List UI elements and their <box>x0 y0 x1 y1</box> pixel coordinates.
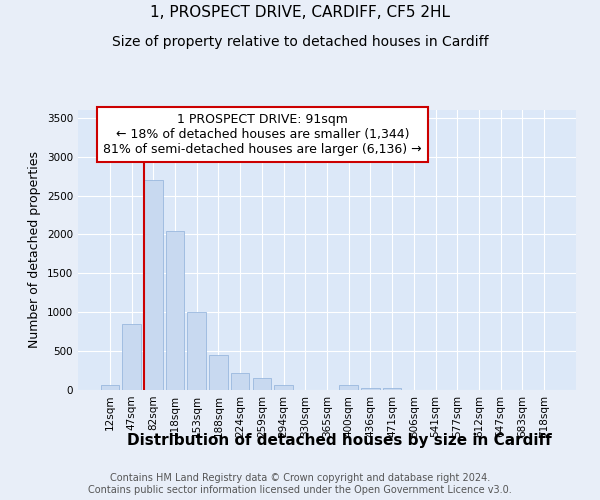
Bar <box>187 312 206 390</box>
Text: Size of property relative to detached houses in Cardiff: Size of property relative to detached ho… <box>112 35 488 49</box>
Bar <box>101 386 119 390</box>
Bar <box>340 386 358 390</box>
Bar <box>274 386 293 390</box>
Bar <box>231 373 250 390</box>
Text: 1, PROSPECT DRIVE, CARDIFF, CF5 2HL: 1, PROSPECT DRIVE, CARDIFF, CF5 2HL <box>150 5 450 20</box>
Bar <box>361 388 380 390</box>
Text: Distribution of detached houses by size in Cardiff: Distribution of detached houses by size … <box>127 432 551 448</box>
Y-axis label: Number of detached properties: Number of detached properties <box>28 152 41 348</box>
Bar <box>144 180 163 390</box>
Bar <box>122 324 141 390</box>
Bar <box>166 230 184 390</box>
Text: 1 PROSPECT DRIVE: 91sqm
← 18% of detached houses are smaller (1,344)
81% of semi: 1 PROSPECT DRIVE: 91sqm ← 18% of detache… <box>103 113 422 156</box>
Bar <box>383 388 401 390</box>
Bar <box>209 355 227 390</box>
Bar <box>253 378 271 390</box>
Text: Contains HM Land Registry data © Crown copyright and database right 2024.
Contai: Contains HM Land Registry data © Crown c… <box>88 474 512 495</box>
